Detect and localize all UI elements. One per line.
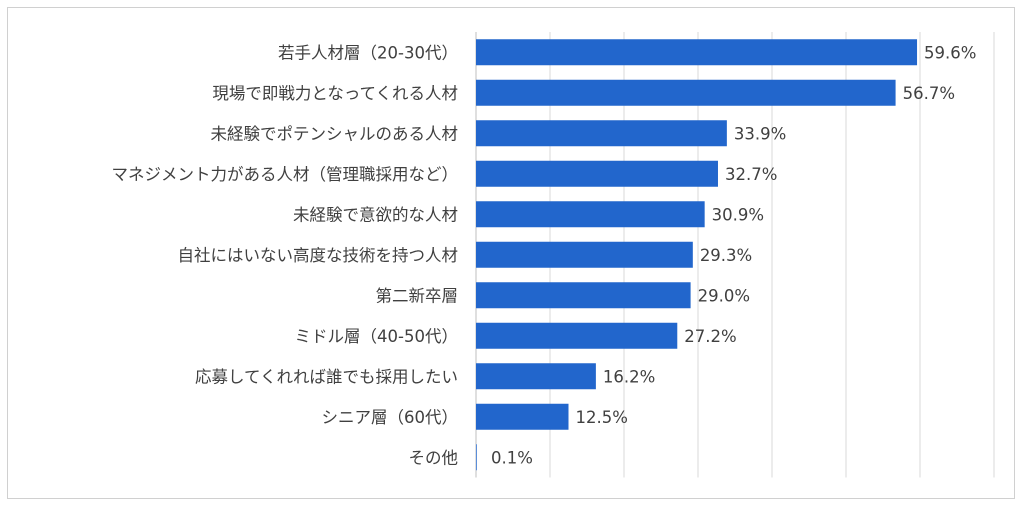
category-label: 自社にはいない高度な技術を持つ人材 [178,246,459,265]
bar [476,363,596,390]
data-label: 0.1% [491,448,533,467]
data-label: 29.0% [698,286,750,305]
data-label: 16.2% [603,367,655,386]
data-label: 59.6% [924,43,976,62]
bar [476,201,705,228]
bar [476,241,693,268]
data-label: 29.3% [700,246,752,265]
data-label: 30.9% [712,205,764,224]
category-label: その他 [409,448,459,467]
data-label: 56.7% [903,84,955,103]
data-label: 33.9% [734,124,786,143]
bar [476,322,678,349]
bar [476,120,727,147]
bar [476,39,918,66]
category-label: 未経験でポテンシャルのある人材 [211,124,459,143]
category-label: 現場で即戦力となってくれる人材 [212,84,458,103]
bar [476,160,718,187]
bar [476,403,569,430]
bar [476,444,477,471]
bar [476,79,896,106]
data-label: 27.2% [684,327,736,346]
chart-frame [7,7,1015,499]
data-label: 12.5% [576,408,628,427]
category-label: 若手人材層（20-30代） [278,43,458,62]
data-label: 32.7% [725,165,777,184]
category-label: 未経験で意欲的な人材 [293,205,458,224]
category-label: 第二新卒層 [376,286,459,305]
category-label: マネジメント力がある人材（管理職採用など） [112,165,459,184]
bar [476,282,691,309]
category-label: シニア層（60代） [322,408,459,427]
category-label: ミドル層（40-50代） [295,327,458,346]
category-label: 応募してくれれば誰でも採用したい [195,367,458,386]
